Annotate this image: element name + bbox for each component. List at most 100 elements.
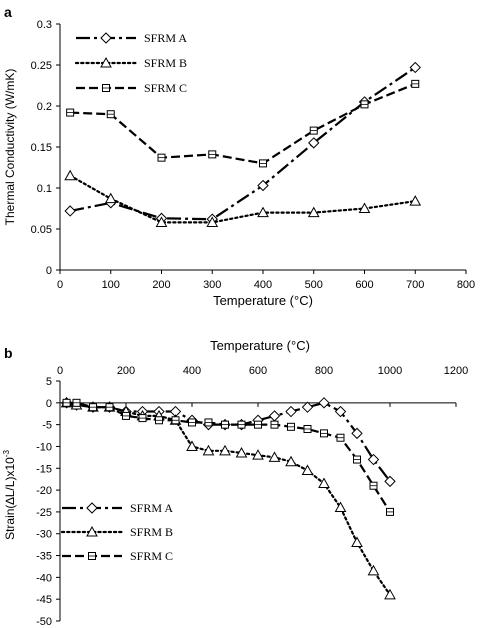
data-point-triangle xyxy=(64,169,76,181)
legend-marker-triangle xyxy=(86,525,98,537)
data-point-triangle xyxy=(219,444,231,456)
data-point-square xyxy=(72,398,81,407)
y-tick-label: -40 xyxy=(36,572,52,584)
y-tick-label: -10 xyxy=(36,441,52,453)
legend-marker-square xyxy=(88,552,96,560)
x-axis-title: Temperature (°C) xyxy=(210,338,310,353)
data-point-triangle xyxy=(318,477,330,489)
data-point-triangle xyxy=(235,446,248,458)
data-point-square xyxy=(353,455,361,464)
data-point-triangle xyxy=(367,564,380,576)
data-point-square xyxy=(336,433,345,442)
x-tick-label: 500 xyxy=(305,279,323,291)
data-point-square xyxy=(360,100,369,109)
data-point-square xyxy=(105,403,114,412)
y-tick-label: -15 xyxy=(36,463,52,475)
series-line xyxy=(65,401,392,596)
y-tick-label: 0.05 xyxy=(31,224,52,236)
y-tick-label: 0.1 xyxy=(37,183,52,195)
panel-label: a xyxy=(4,4,12,20)
y-axis-title: Strain(∆L/L)x10-3 xyxy=(2,450,17,540)
y-tick-label: 0.15 xyxy=(31,142,52,154)
legend-label: SFRM C xyxy=(144,81,187,95)
legend-marker-diamond xyxy=(100,32,112,44)
series-line xyxy=(66,401,391,513)
data-point-square xyxy=(66,108,75,117)
data-point-diamond xyxy=(384,475,396,488)
data-point-triangle xyxy=(186,440,198,451)
legend-label: SFRM A xyxy=(144,31,187,45)
data-point-triangle xyxy=(351,536,363,547)
y-tick-label: 0 xyxy=(46,265,52,277)
series-3 xyxy=(62,398,394,516)
data-point-square xyxy=(259,159,267,168)
x-tick-label: 700 xyxy=(406,279,424,291)
x-tick-label: 200 xyxy=(152,279,170,291)
legend: SFRM A SFRM B SFRM C xyxy=(74,31,187,95)
data-point-triangle xyxy=(301,464,314,475)
y-tick-label: 5 xyxy=(46,376,52,388)
y-tick-label: -50 xyxy=(36,616,52,628)
data-point-triangle xyxy=(268,451,281,462)
data-point-triangle xyxy=(202,444,215,456)
data-point-square xyxy=(411,79,420,88)
y-tick-label: 0.25 xyxy=(31,60,52,72)
data-point-triangle xyxy=(409,195,422,206)
data-point-square xyxy=(386,507,394,516)
panel-label: b xyxy=(4,345,13,361)
data-point-square xyxy=(287,422,295,431)
data-point-square xyxy=(254,420,262,429)
data-point-square xyxy=(188,418,196,427)
y-tick-label: -35 xyxy=(36,551,52,563)
data-point-square xyxy=(303,425,312,433)
data-point-diamond xyxy=(367,453,380,466)
x-tick-label: 0 xyxy=(57,365,63,377)
data-point-square xyxy=(122,411,130,420)
series-line xyxy=(69,66,416,221)
panel-b-strain-chart: b0 200 400 600 800 1000 120050-5-10-15-20-25-3… xyxy=(2,338,468,628)
x-tick-label: 600 xyxy=(249,365,267,377)
x-tick-label: 100 xyxy=(102,279,120,291)
data-point-triangle xyxy=(334,501,347,513)
x-tick-label: 200 xyxy=(117,365,135,377)
data-point-triangle xyxy=(257,206,269,218)
data-point-square xyxy=(204,418,213,427)
legend-marker-triangle xyxy=(100,56,112,68)
data-point-diamond xyxy=(257,179,269,192)
data-point-triangle xyxy=(104,192,117,204)
data-point-diamond xyxy=(334,405,347,418)
data-point-diamond xyxy=(308,137,320,149)
y-tick-label: 0 xyxy=(46,398,52,410)
legend-label: SFRM C xyxy=(130,549,173,563)
data-point-square xyxy=(320,429,328,438)
data-point-square xyxy=(157,153,166,162)
data-point-diamond xyxy=(301,401,314,413)
x-tick-label: 400 xyxy=(254,279,272,291)
legend-label: SFRM B xyxy=(130,525,173,539)
y-axis-title-exponent: -3 xyxy=(2,450,11,458)
x-tick-label: 600 xyxy=(355,279,373,291)
data-point-square xyxy=(309,126,318,135)
data-point-square xyxy=(270,420,279,429)
legend-label: SFRM B xyxy=(144,56,187,70)
data-point-diamond xyxy=(64,205,76,217)
legend-marker-square xyxy=(102,84,110,92)
series-line xyxy=(70,82,416,165)
series-1 xyxy=(64,61,421,225)
data-point-triangle xyxy=(155,216,168,227)
y-tick-label: 0.3 xyxy=(37,19,52,31)
y-tick-label: -30 xyxy=(36,529,52,541)
y-tick-label: -5 xyxy=(42,420,52,432)
data-point-square xyxy=(62,398,71,407)
data-point-square xyxy=(369,481,378,490)
data-point-square xyxy=(208,150,217,159)
data-point-square xyxy=(221,420,229,429)
x-tick-label: 1000 xyxy=(378,365,402,377)
x-tick-label: 1200 xyxy=(444,365,468,377)
panel-a-thermal-conductivity-chart: a 0 100 200 300 400 500 600 700 800 0 0.05 0.1 0.15 0.… xyxy=(3,4,475,308)
data-point-diamond xyxy=(285,405,297,418)
data-point-triangle xyxy=(206,216,219,227)
y-axis-title: Thermal Conductivity (W/mK) xyxy=(3,69,17,226)
x-tick-label: 400 xyxy=(183,365,201,377)
